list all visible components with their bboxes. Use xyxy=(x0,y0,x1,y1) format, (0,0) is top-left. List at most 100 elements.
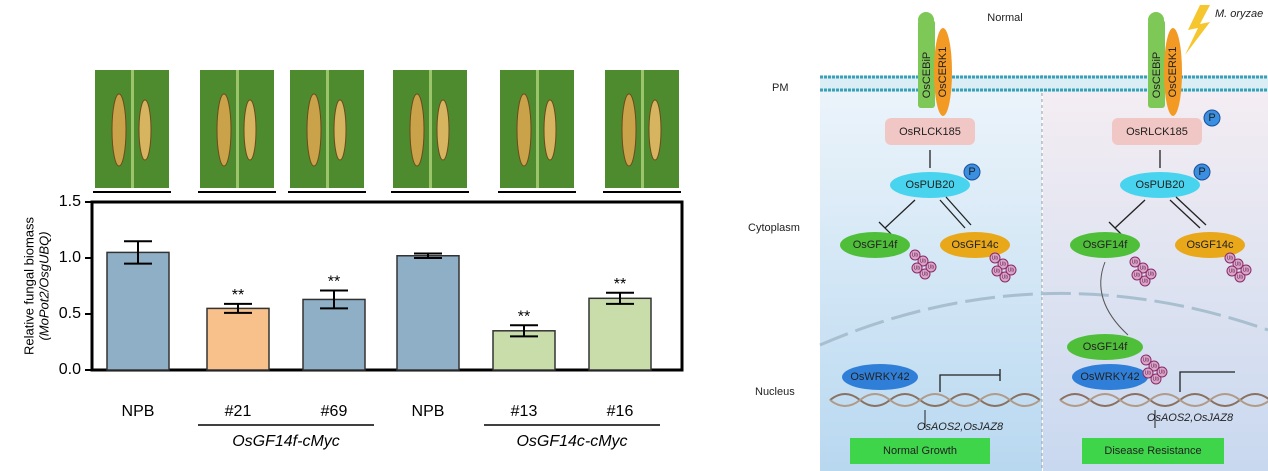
dna xyxy=(1059,393,1268,407)
lesion xyxy=(306,93,322,167)
bar xyxy=(206,307,270,371)
lesion xyxy=(243,99,257,161)
ubiquitin-label: Ub xyxy=(1142,278,1149,284)
group-label: OsGF14c-cMyc xyxy=(516,433,627,450)
lesion xyxy=(409,93,425,167)
ubiquitin xyxy=(1140,354,1152,366)
leaf-midrib xyxy=(641,70,644,188)
node-label: OsAOS2,OsJAZ8 xyxy=(917,421,1004,433)
ubiquitin xyxy=(919,268,931,280)
coreceptor-label: OsCERK1 xyxy=(1167,47,1179,98)
ubiquitin-label: Ub xyxy=(1140,265,1147,271)
ubiquitin-label: Ub xyxy=(1227,255,1234,261)
ubiquitin-label: Ub xyxy=(1237,274,1244,280)
lesion xyxy=(621,93,637,167)
ubiquitin xyxy=(1148,360,1160,372)
leaf-midrib xyxy=(326,70,329,188)
bar xyxy=(396,255,460,371)
ubiquitin-label: Ub xyxy=(1243,267,1250,273)
receptor xyxy=(1148,20,1165,108)
inhibit-line xyxy=(1114,199,1146,229)
node-label: OsAOS2,OsJAZ8 xyxy=(1147,412,1234,424)
ubiquitin xyxy=(1131,269,1143,281)
bar xyxy=(302,298,366,371)
x-tick-label: NPB xyxy=(412,403,445,420)
lightning xyxy=(1185,5,1210,55)
significance: ** xyxy=(232,287,244,304)
ubiquitin xyxy=(1232,258,1244,270)
dna xyxy=(1059,393,1268,407)
x-tick-label: NPB xyxy=(122,403,155,420)
y-tick-label: 0.0 xyxy=(59,361,81,378)
bar-chart: 0.0 0.5 1.0 1.5 Relative fungal biomass (MoPo… xyxy=(21,70,684,450)
node-label: OsGF14c xyxy=(1186,239,1234,251)
significance: ** xyxy=(518,308,530,325)
ubiquitin xyxy=(1139,275,1151,287)
ubiquitin xyxy=(1240,264,1252,276)
x-tick-label: #13 xyxy=(511,403,538,420)
ubiquitin-label: Ub xyxy=(914,265,921,271)
condition: M. oryzae xyxy=(1215,8,1263,20)
inhibit-line xyxy=(1175,196,1207,226)
phospho xyxy=(1203,109,1221,127)
y-axis-label: (MoPot2/OsgUBQ) xyxy=(36,231,51,340)
inhibit-line xyxy=(1169,199,1201,229)
coreceptor-label: OsCERK1 xyxy=(937,47,949,98)
outcome-box xyxy=(850,438,990,464)
ubiquitin-label: Ub xyxy=(912,252,919,258)
leaf-midrib xyxy=(236,70,239,188)
leaf-midrib xyxy=(536,70,539,188)
ubiquitin xyxy=(1137,262,1149,274)
e3-ligase xyxy=(890,172,970,198)
lesion xyxy=(333,99,347,161)
lesion xyxy=(543,99,557,161)
ubiquitin-label: Ub xyxy=(1148,271,1155,277)
y-tick-label: 0.5 xyxy=(59,305,81,322)
inhibit-line xyxy=(939,199,966,229)
phospho-label: P xyxy=(1208,112,1215,124)
nuclear-envelope xyxy=(819,291,1268,347)
lesion xyxy=(648,99,662,161)
ubiquitin-label: Ub xyxy=(922,271,929,277)
ubiquitin-label: Ub xyxy=(1008,267,1015,273)
lesion xyxy=(111,93,127,167)
compartment: Nucleus xyxy=(755,386,795,398)
node-label: OsRLCK185 xyxy=(899,126,961,138)
ubiquitin xyxy=(1129,256,1141,268)
e3-ligase xyxy=(1120,172,1200,198)
ubiquitin-label: Ub xyxy=(992,255,999,261)
ubiquitin xyxy=(991,265,1003,277)
phospho xyxy=(963,163,981,181)
target xyxy=(840,232,910,258)
phospho xyxy=(1193,163,1211,181)
outcome-label: Normal Growth xyxy=(883,445,957,457)
arrow xyxy=(1179,371,1235,392)
y-tick-label: 1.0 xyxy=(59,249,81,266)
ubiquitin xyxy=(989,252,1001,264)
ubiquitin-label: Ub xyxy=(994,268,1001,274)
ubiquitin-label: Ub xyxy=(928,264,935,270)
compartment: Cytoplasm xyxy=(748,222,800,234)
node-label: OsGF14c xyxy=(951,239,999,251)
bar xyxy=(588,297,652,371)
inhibit-bar xyxy=(878,221,892,235)
group-label: OsGF14f-cMyc xyxy=(232,433,340,450)
leaf-midrib xyxy=(429,70,432,188)
node-label: OsRLCK185 xyxy=(1126,126,1188,138)
node-label: OsGF14f xyxy=(1083,239,1129,251)
coreceptor xyxy=(934,28,952,116)
receptor-label: OsCEBiP xyxy=(921,52,933,98)
y-tick-label: 1.5 xyxy=(59,193,81,210)
ubiquitin xyxy=(1156,366,1168,378)
ubiquitin xyxy=(1226,265,1238,277)
significance: ** xyxy=(328,274,340,291)
plot-frame xyxy=(90,200,684,372)
ubiquitin xyxy=(999,271,1011,283)
inhibit-line xyxy=(884,199,916,229)
node-label: OsPUB20 xyxy=(1136,179,1185,191)
leaf-midrib xyxy=(131,70,134,188)
ubiquitin xyxy=(917,255,929,267)
outcome-box xyxy=(1082,438,1224,464)
node-label: OsWRKY42 xyxy=(1080,371,1139,383)
ubiquitin-label: Ub xyxy=(1153,376,1160,382)
